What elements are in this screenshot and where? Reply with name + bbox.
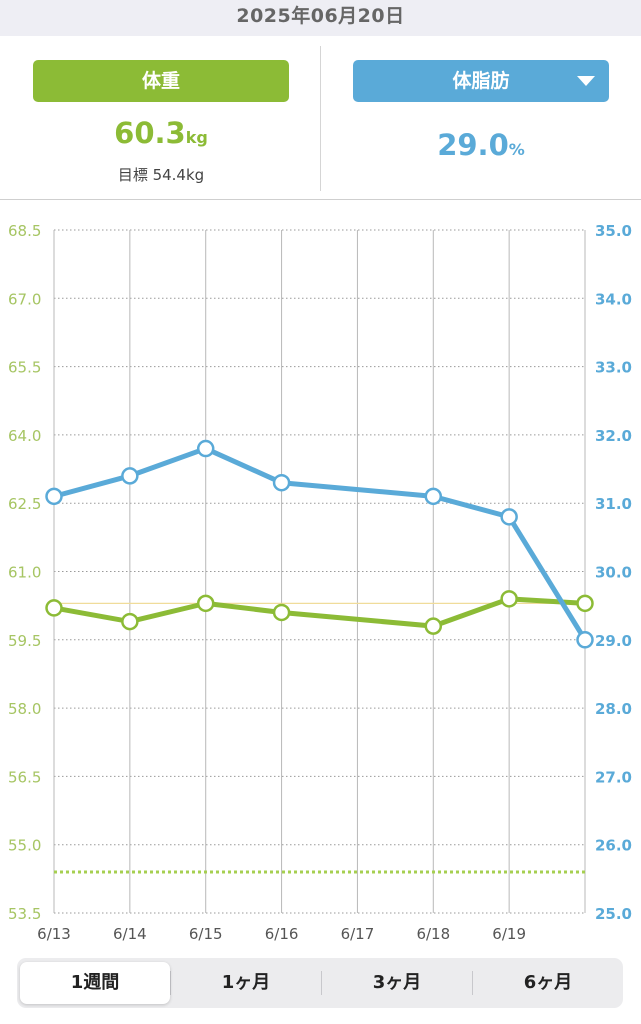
right-axis-tick-label: 25.0 xyxy=(595,905,632,923)
body-fat-data-point xyxy=(45,487,63,506)
body-fat-data-point xyxy=(500,508,518,526)
right-axis-tick-label: 26.0 xyxy=(595,837,632,855)
weight-bodyfat-chart: 53.5 55.0 56.5 58.0 59.5 61.0 62.5 64.0 65.5 67.0… xyxy=(8,222,632,943)
x-axis-tick-label: 6/15 xyxy=(189,925,223,943)
body-fat-button-label: 体脂肪 xyxy=(452,70,510,92)
left-axis-tick-label: 59.5 xyxy=(8,632,41,650)
body-fat-data-point xyxy=(121,467,139,485)
tab-1-week[interactable]: 1週間 xyxy=(20,962,170,1004)
left-axis-tick-label: 56.5 xyxy=(8,768,41,786)
weight-data-point xyxy=(45,599,63,617)
x-axis-tick-label: 6/13 xyxy=(37,925,71,943)
period-tabs: 1週間 1ヶ月 3ヶ月 6ヶ月 xyxy=(17,958,623,1008)
right-axis-tick-label: 29.0 xyxy=(595,632,632,650)
panel-divider xyxy=(320,46,321,191)
date-header: 2025年06月20日 xyxy=(0,0,641,36)
x-axis-tick-label: 6/14 xyxy=(113,925,147,943)
body-fat-data-point xyxy=(272,473,291,492)
left-axis-tick-label: 68.5 xyxy=(8,222,41,240)
right-axis-tick-label: 35.0 xyxy=(595,222,632,240)
weight-unit: kg xyxy=(185,128,208,147)
tab-divider xyxy=(472,971,473,995)
right-axis-tick-label: 32.0 xyxy=(595,427,632,445)
right-axis-tick-label: 34.0 xyxy=(595,290,632,308)
body-fat-data-point xyxy=(196,439,215,458)
right-axis-tick-label: 27.0 xyxy=(595,768,632,786)
right-axis-tick-label: 33.0 xyxy=(595,359,632,377)
body-fat-data-point xyxy=(576,631,594,649)
tab-divider xyxy=(321,971,322,995)
right-axis-tick-label: 30.0 xyxy=(595,564,632,582)
weight-data-point xyxy=(121,612,139,631)
weight-data-point xyxy=(424,617,443,635)
right-axis-tick-label: 28.0 xyxy=(595,700,632,718)
tab-1-month[interactable]: 1ヶ月 xyxy=(221,972,271,993)
x-axis-tick-label: 6/17 xyxy=(341,925,375,943)
body-fat-value: 29.0% xyxy=(353,128,609,162)
left-axis-tick-label: 64.0 xyxy=(8,427,41,445)
x-axis-tick-label: 6/19 xyxy=(492,925,526,943)
metric-panel: 体重 60.3kg 目標 54.4kg 体脂肪 29.0% xyxy=(0,36,641,200)
tab-divider xyxy=(170,971,171,995)
right-axis-tick-label: 31.0 xyxy=(595,495,632,513)
left-axis-tick-label: 65.5 xyxy=(8,359,41,377)
x-axis-tick-label: 6/18 xyxy=(416,925,450,943)
weight-target: 目標 54.4kg xyxy=(117,166,205,184)
left-axis-tick-label: 53.5 xyxy=(8,905,41,923)
tab-3-months[interactable]: 3ヶ月 xyxy=(372,972,422,993)
body-fat-number: 29.0 xyxy=(437,128,509,162)
weight-data-point xyxy=(196,594,215,613)
left-axis-tick-label: 67.0 xyxy=(8,290,41,308)
weight-data-point xyxy=(272,603,291,622)
weight-number: 60.3 xyxy=(114,116,186,150)
weight-button[interactable]: 体重 xyxy=(33,60,289,102)
weight-button-label: 体重 xyxy=(141,70,180,92)
body-fat-unit: % xyxy=(508,140,525,159)
body-fat-data-point xyxy=(424,487,443,506)
weight-data-point xyxy=(576,594,594,613)
caret-down-icon xyxy=(577,76,595,86)
tab-6-months[interactable]: 6ヶ月 xyxy=(523,972,573,993)
left-axis-tick-label: 55.0 xyxy=(8,837,41,855)
weight-data-point xyxy=(500,590,518,608)
left-axis-tick-label: 58.0 xyxy=(8,700,41,718)
body-fat-selector[interactable]: 体脂肪 xyxy=(353,60,609,102)
left-axis-tick-label: 61.0 xyxy=(8,564,41,582)
x-axis-tick-label: 6/16 xyxy=(265,925,299,943)
weight-value: 60.3kg xyxy=(33,116,289,150)
left-axis-tick-label: 62.5 xyxy=(8,495,41,513)
